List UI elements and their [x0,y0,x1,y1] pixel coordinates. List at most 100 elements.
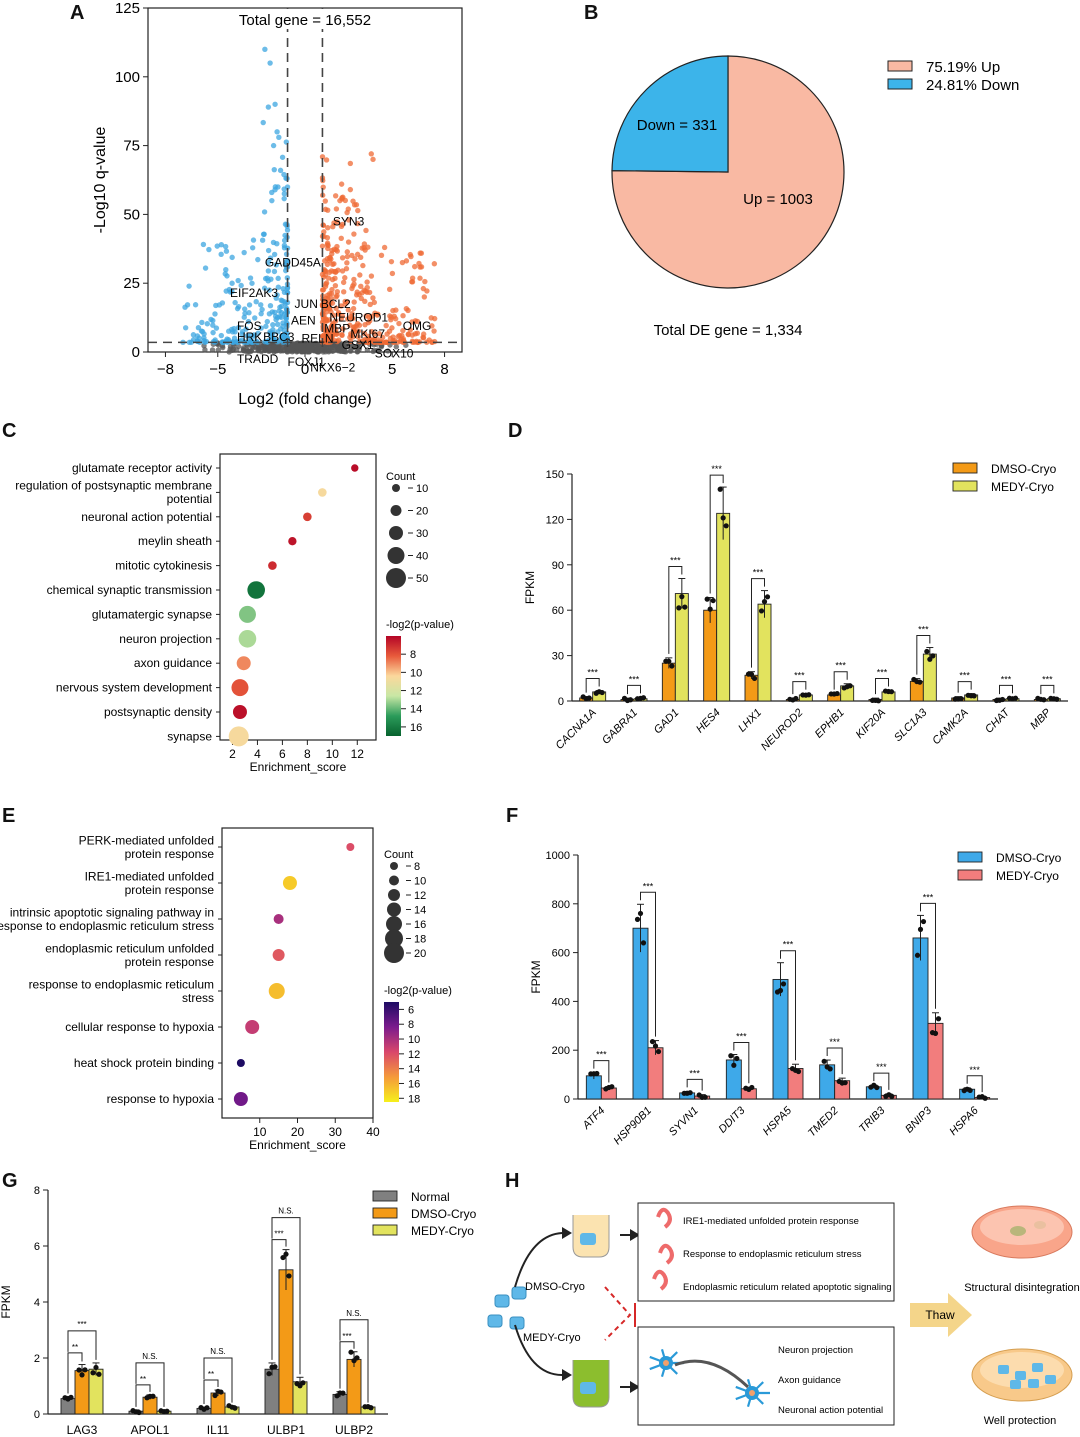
category-label: CHAT [983,706,1013,736]
y-tick-label: 25 [123,275,140,292]
down-point [260,119,266,126]
up-point [376,331,383,337]
significance-bracket [585,678,600,693]
down-point [278,314,284,321]
replicate-point [204,1405,210,1411]
replicate-point [96,1371,102,1377]
up-point [325,275,332,281]
replicate-point [679,594,685,600]
pie-slice-label: Up = 1003 [743,191,813,208]
down-point [270,322,276,328]
y-axis-label: -Log10 q-value [92,127,109,234]
down-point [229,254,235,261]
significance-label: *** [783,940,794,950]
up-point [396,332,403,339]
cell-cube-icon [1045,1375,1056,1384]
y-tick-label: 150 [546,469,564,481]
y-tick-label: 800 [552,899,570,911]
medy-pathway-item: Neuron projection [778,1345,853,1356]
up-point [357,272,363,278]
significance-bracket [593,1060,610,1083]
size-legend-circle [384,943,404,963]
up-point [333,294,339,300]
down-point [284,275,291,281]
gene-label: EIF2AK3 [230,286,278,300]
gene-label: AEN [291,313,316,327]
term-label: glutamatergic synapse [92,607,212,621]
down-point [279,154,286,160]
down-point [265,247,272,254]
up-point [332,282,339,289]
replicate-point [150,1393,156,1399]
up-point [350,315,356,322]
significance-bracket [751,578,765,668]
up-point [326,269,333,276]
up-point [352,329,358,335]
significance-bracket [668,566,683,654]
replicate-point [874,1084,880,1091]
term-bubble [232,705,247,719]
down-point [252,315,258,321]
up-point [361,330,368,337]
down-point [284,289,291,296]
y-tick-label: 60 [552,605,564,617]
down-point [258,325,264,331]
up-point [334,289,341,295]
term-bubble [233,1092,248,1106]
significance-label: *** [670,556,681,566]
replicate-point [82,1367,88,1373]
up-point [322,198,328,204]
y-tick-label: 0 [132,344,140,361]
up-point [381,244,388,251]
term-label: protein response [125,847,215,861]
legend-swatch [957,869,983,881]
up-point [357,254,364,261]
term-bubble [346,843,355,851]
color-legend-label: 14 [408,1064,420,1076]
ns-point [385,348,391,354]
up-point [355,207,361,214]
y-tick-label: 0 [558,696,564,708]
cell-debris [1010,1226,1026,1236]
x-tick-label: 8 [304,747,311,761]
down-point [242,310,248,317]
significance-bracket [339,1319,369,1403]
replicate-point [889,1093,895,1099]
term-label: response to endoplasmic reticulum [29,977,214,991]
legend-label: Normal [411,1190,450,1204]
replicate-point [780,981,787,987]
term-bubble [231,679,249,697]
up-point [350,305,357,312]
up-point [411,263,418,270]
significance-bracket [833,671,848,690]
color-legend-label: 14 [410,704,422,716]
gene-label: FOXJ1 [288,355,326,369]
term-bubble [303,512,312,522]
down-point [238,282,244,289]
down-point [201,335,207,341]
replicate-point [932,1030,939,1036]
significance-label: *** [342,1332,351,1341]
down-point [281,190,288,197]
significance-label: *** [596,1050,607,1060]
down-point [229,280,235,286]
down-point [199,319,205,326]
replicate-point [666,658,672,664]
down-point [272,101,278,107]
up-point [362,288,369,294]
significance-bracket [203,1379,219,1405]
down-point [235,277,241,284]
replicate-point [640,695,647,701]
pie-caption: Total DE gene = 1,334 [654,322,803,339]
down-point [281,245,288,251]
down-point [245,339,251,346]
term-bubble [247,581,265,599]
size-legend-label: 8 [414,861,420,873]
ns-point [270,344,277,351]
ns-point [352,344,358,351]
up-point [323,281,329,287]
up-point [324,261,331,268]
significance-label: N.S. [278,1207,294,1216]
ns-point [314,346,320,353]
x-tick-label: 8 [440,361,448,378]
